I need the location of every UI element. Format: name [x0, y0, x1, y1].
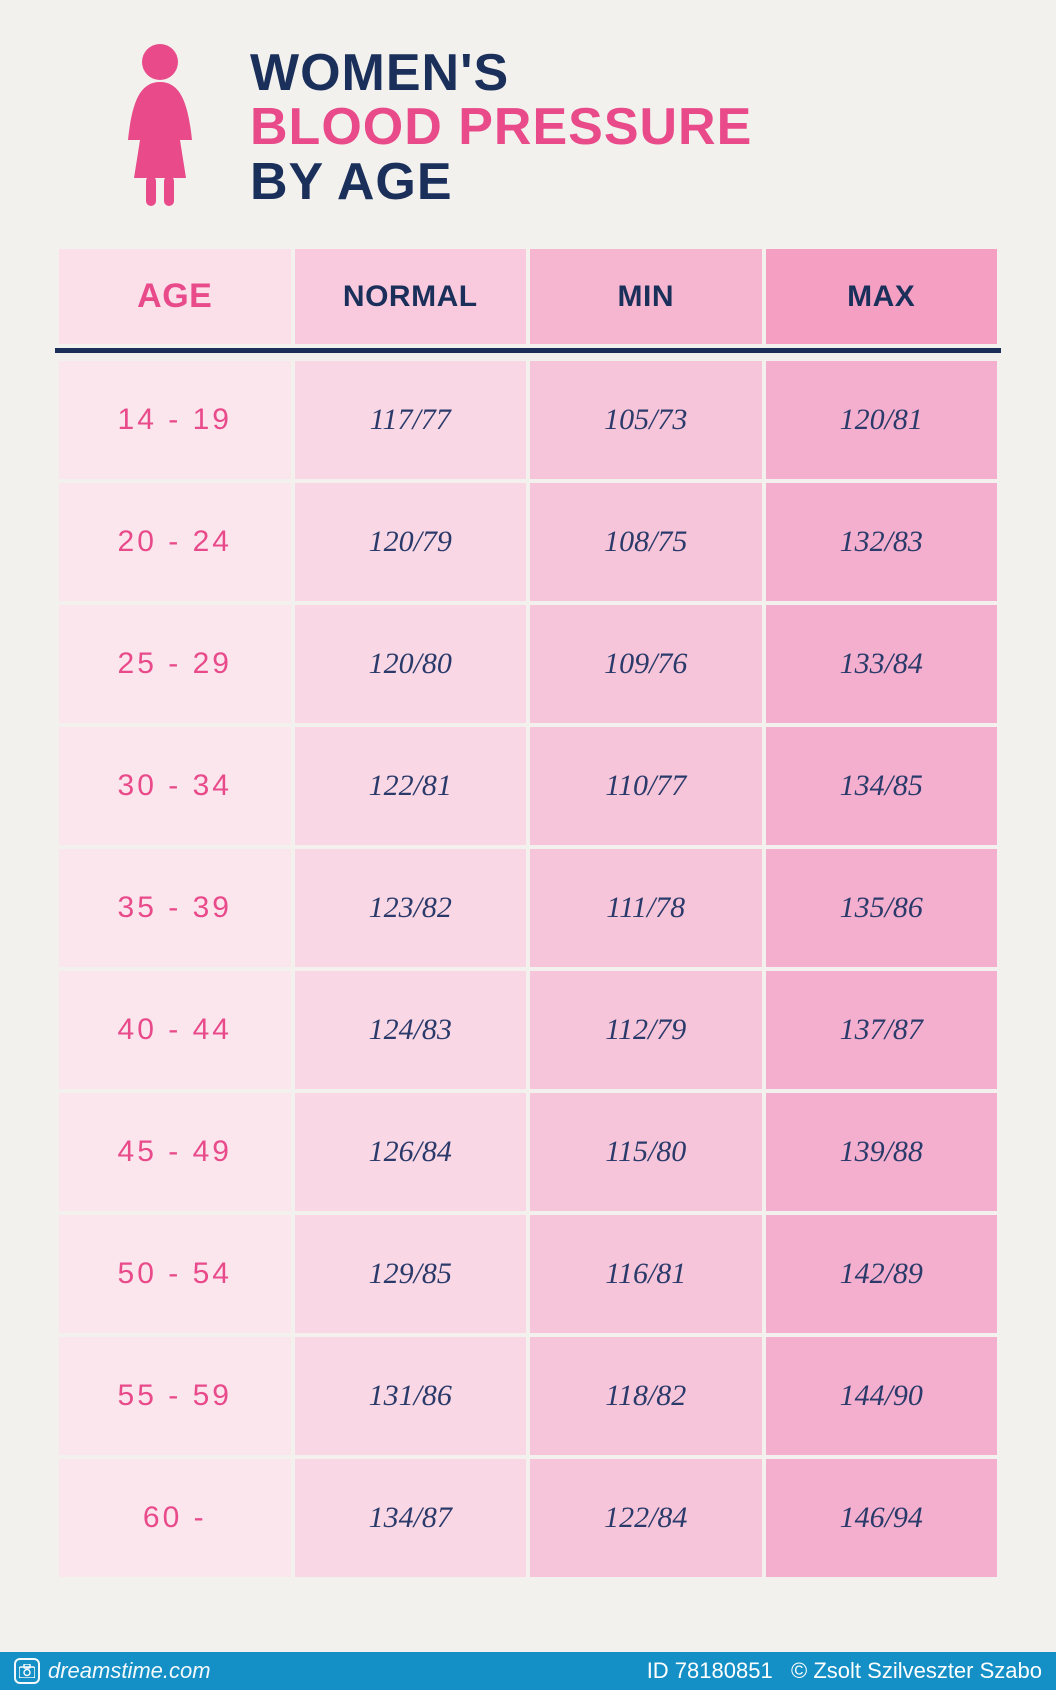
- table-row: 40 - 44124/83112/79137/87: [59, 971, 997, 1089]
- value-cell: 109/76: [530, 605, 762, 723]
- value-cell: 135/86: [766, 849, 998, 967]
- title-line-1: WOMEN'S: [250, 46, 752, 101]
- value-cell: 131/86: [295, 1337, 527, 1455]
- value-cell: 111/78: [530, 849, 762, 967]
- value-cell: 105/73: [530, 361, 762, 479]
- value-cell: 122/84: [530, 1459, 762, 1577]
- value-cell: 120/80: [295, 605, 527, 723]
- table-header-row: AGENORMALMINMAX: [59, 249, 997, 344]
- title-line-3: BY AGE: [250, 155, 752, 210]
- camera-icon: [14, 1658, 40, 1684]
- value-cell: 137/87: [766, 971, 998, 1089]
- value-cell: 134/85: [766, 727, 998, 845]
- col-header-min: MIN: [530, 249, 762, 344]
- bp-table: AGENORMALMINMAX: [55, 245, 1001, 348]
- title-line-2: BLOOD PRESSURE: [250, 100, 752, 155]
- title-block: WOMEN'S BLOOD PRESSURE BY AGE: [250, 46, 752, 210]
- value-cell: 134/87: [295, 1459, 527, 1577]
- age-cell: 40 - 44: [59, 971, 291, 1089]
- value-cell: 120/79: [295, 483, 527, 601]
- table-row: 30 - 34122/81110/77134/85: [59, 727, 997, 845]
- footer-right: ID 78180851 © Zsolt Szilveszter Szabo: [647, 1658, 1042, 1684]
- header: WOMEN'S BLOOD PRESSURE BY AGE: [0, 0, 1056, 245]
- footer-left: dreamstime.com: [14, 1658, 211, 1684]
- value-cell: 124/83: [295, 971, 527, 1089]
- footer-id: ID 78180851: [647, 1658, 773, 1683]
- woman-icon: [110, 40, 210, 215]
- value-cell: 108/75: [530, 483, 762, 601]
- age-cell: 25 - 29: [59, 605, 291, 723]
- watermark-footer: dreamstime.com ID 78180851 © Zsolt Szilv…: [0, 1652, 1056, 1690]
- age-cell: 35 - 39: [59, 849, 291, 967]
- age-cell: 45 - 49: [59, 1093, 291, 1211]
- age-cell: 50 - 54: [59, 1215, 291, 1333]
- age-cell: 55 - 59: [59, 1337, 291, 1455]
- table-row: 50 - 54129/85116/81142/89: [59, 1215, 997, 1333]
- value-cell: 146/94: [766, 1459, 998, 1577]
- value-cell: 118/82: [530, 1337, 762, 1455]
- value-cell: 117/77: [295, 361, 527, 479]
- value-cell: 126/84: [295, 1093, 527, 1211]
- table-row: 25 - 29120/80109/76133/84: [59, 605, 997, 723]
- age-cell: 14 - 19: [59, 361, 291, 479]
- value-cell: 112/79: [530, 971, 762, 1089]
- age-cell: 60 -: [59, 1459, 291, 1577]
- table-row: 55 - 59131/86118/82144/90: [59, 1337, 997, 1455]
- age-cell: 30 - 34: [59, 727, 291, 845]
- bp-table-body-wrap: 14 - 19117/77105/73120/8120 - 24120/7910…: [55, 357, 1001, 1581]
- value-cell: 142/89: [766, 1215, 998, 1333]
- header-underline: [55, 348, 1001, 353]
- bp-table-body: 14 - 19117/77105/73120/8120 - 24120/7910…: [55, 357, 1001, 1581]
- table-row: 45 - 49126/84115/80139/88: [59, 1093, 997, 1211]
- footer-author: © Zsolt Szilveszter Szabo: [791, 1658, 1042, 1683]
- age-cell: 20 - 24: [59, 483, 291, 601]
- table-row: 14 - 19117/77105/73120/81: [59, 361, 997, 479]
- col-header-normal: NORMAL: [295, 249, 527, 344]
- value-cell: 129/85: [295, 1215, 527, 1333]
- bp-table-wrap: AGENORMALMINMAX: [55, 245, 1001, 348]
- value-cell: 139/88: [766, 1093, 998, 1211]
- table-row: 35 - 39123/82111/78135/86: [59, 849, 997, 967]
- value-cell: 120/81: [766, 361, 998, 479]
- value-cell: 123/82: [295, 849, 527, 967]
- value-cell: 115/80: [530, 1093, 762, 1211]
- table-row: 60 -134/87122/84146/94: [59, 1459, 997, 1577]
- value-cell: 110/77: [530, 727, 762, 845]
- table-row: 20 - 24120/79108/75132/83: [59, 483, 997, 601]
- footer-site: dreamstime.com: [48, 1658, 211, 1684]
- value-cell: 122/81: [295, 727, 527, 845]
- col-header-age: AGE: [59, 249, 291, 344]
- value-cell: 133/84: [766, 605, 998, 723]
- value-cell: 132/83: [766, 483, 998, 601]
- value-cell: 144/90: [766, 1337, 998, 1455]
- value-cell: 116/81: [530, 1215, 762, 1333]
- col-header-max: MAX: [766, 249, 998, 344]
